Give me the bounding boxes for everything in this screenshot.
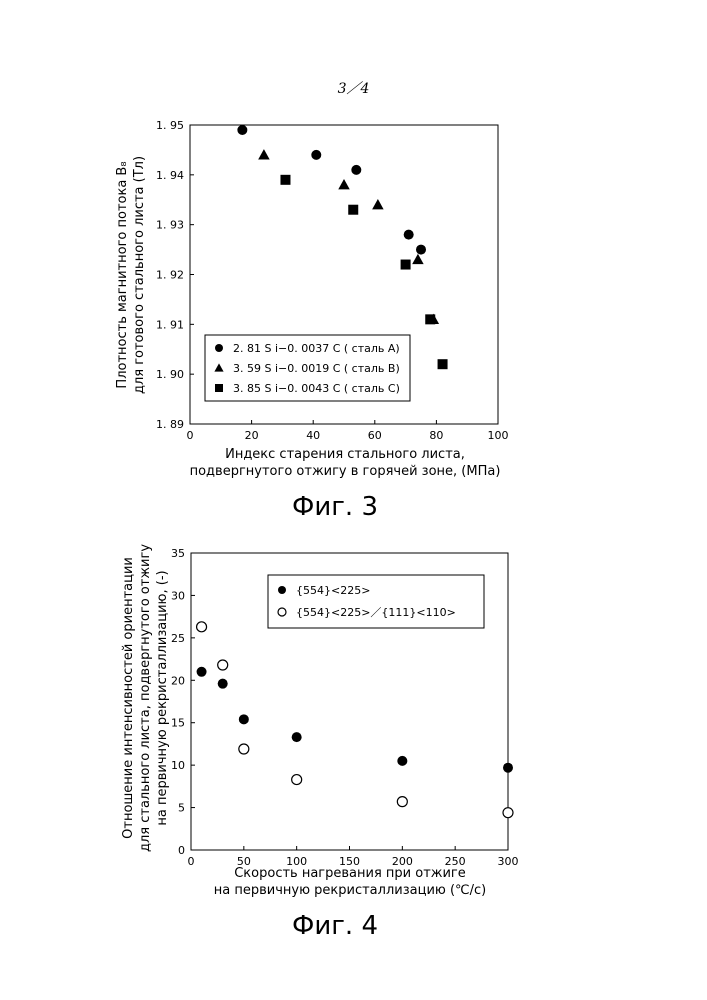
series-1: [197, 667, 513, 773]
x-tick-label: 300: [498, 855, 519, 868]
y-axis-label: Отношение интенсивностей ориентации: [121, 557, 136, 839]
data-point: [218, 679, 228, 689]
legend-label: 3. 59 S i−0. 0019 C ( сталь B): [233, 362, 400, 375]
x-axis-label: подвергнутого отжигу в горячей зоне, (МП…: [190, 464, 501, 479]
x-tick-label: 40: [306, 429, 320, 442]
data-point: [412, 254, 424, 264]
legend-marker: [278, 608, 286, 616]
legend-marker: [278, 586, 286, 594]
y-tick-label: 30: [171, 589, 185, 602]
legend-marker: [215, 384, 223, 392]
data-point: [197, 622, 207, 632]
y-tick-label: 1. 91: [156, 318, 184, 331]
y-axis-label: для готового стального листа (Тл): [132, 156, 147, 394]
data-point: [397, 756, 407, 766]
page-number: 3／4: [0, 78, 707, 98]
y-tick-label: 0: [178, 844, 185, 857]
x-tick-label: 20: [245, 429, 259, 442]
series-1: [237, 125, 426, 255]
data-point: [404, 230, 414, 240]
data-point: [292, 775, 302, 785]
legend-label: {554}<225>／{111}<110>: [296, 606, 456, 619]
x-tick-label: 0: [188, 855, 195, 868]
legend-label: 3. 85 S i−0. 0043 C ( сталь C): [233, 382, 400, 395]
y-tick-label: 1. 92: [156, 269, 184, 282]
data-point: [197, 667, 207, 677]
y-tick-label: 1. 93: [156, 219, 184, 232]
legend-marker: [215, 344, 223, 352]
y-tick-label: 1. 95: [156, 119, 184, 132]
data-point: [438, 359, 448, 369]
x-tick-label: 0: [187, 429, 194, 442]
y-tick-label: 1. 90: [156, 368, 184, 381]
data-point: [292, 732, 302, 742]
figure-4-chart: 05010015020025030005101520253035Скорость…: [0, 530, 707, 970]
data-point: [239, 714, 249, 724]
legend-label: {554}<225>: [296, 584, 370, 597]
data-point: [416, 245, 426, 255]
x-axis-label: на первичную рекристаллизацию (℃/с): [214, 883, 487, 898]
data-point: [351, 165, 361, 175]
data-point: [239, 744, 249, 754]
y-tick-label: 1. 89: [156, 418, 184, 431]
data-point: [503, 808, 513, 818]
data-point: [401, 260, 411, 270]
figure-caption: Фиг. 3: [292, 492, 378, 522]
y-axis-label: на первичную рекристаллизацию, (-): [155, 570, 170, 825]
y-tick-label: 1. 94: [156, 169, 184, 182]
y-axis-label: Плотность магнитного потока B₈: [115, 161, 130, 388]
data-point: [348, 205, 358, 215]
figure-caption: Фиг. 4: [292, 911, 378, 941]
x-axis-label: Скорость нагревания при отжиге: [234, 866, 466, 881]
y-tick-label: 5: [178, 802, 185, 815]
figure-3-chart: 0 20 40 60 80 100 1. 89 1. 90 1. 91 1. 92 1. 93 1. …: [0, 100, 707, 530]
data-point: [338, 179, 350, 189]
legend-box: [268, 575, 484, 628]
y-tick-label: 10: [171, 759, 185, 772]
legend-label: 2. 81 S i−0. 0037 C ( сталь A): [233, 342, 400, 355]
data-point: [372, 199, 384, 209]
data-point: [237, 125, 247, 135]
y-tick-label: 35: [171, 547, 185, 560]
y-tick-label: 20: [171, 674, 185, 687]
data-point: [425, 314, 435, 324]
data-point: [258, 149, 270, 159]
x-tick-label: 100: [488, 429, 509, 442]
data-point: [218, 660, 228, 670]
data-point: [503, 763, 513, 773]
x-tick-label: 60: [368, 429, 382, 442]
x-tick-label: 80: [429, 429, 443, 442]
data-point: [280, 175, 290, 185]
data-point: [397, 797, 407, 807]
y-axis-label: для стального листа, подвергнутого отжиг…: [138, 544, 153, 852]
x-axis-label: Индекс старения стального листа,: [225, 447, 465, 462]
y-tick-label: 15: [171, 717, 185, 730]
y-tick-label: 25: [171, 632, 185, 645]
data-point: [311, 150, 321, 160]
